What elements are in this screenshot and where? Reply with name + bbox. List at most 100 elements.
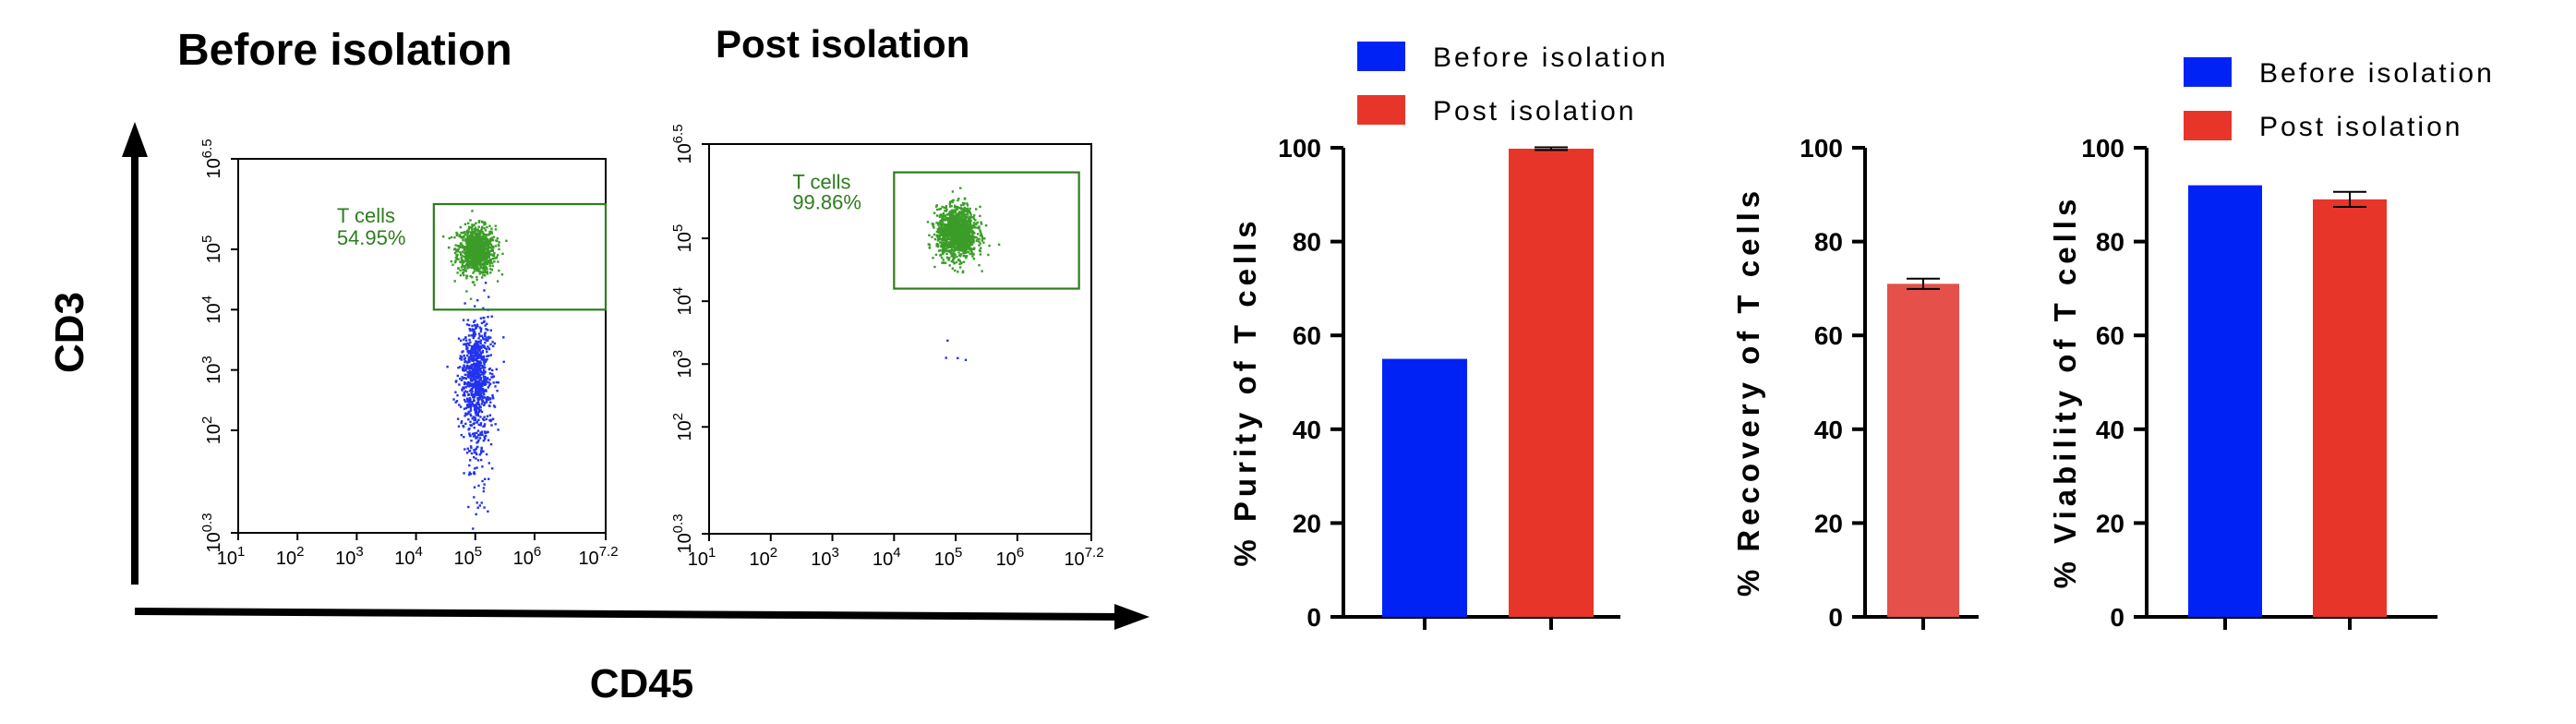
tcell-event [926, 221, 930, 223]
tcell-event [942, 261, 945, 264]
tcell-event [482, 232, 485, 235]
tcell-event [498, 241, 500, 244]
tcell-event [936, 228, 939, 231]
tcell-event [493, 260, 496, 263]
tcell-event [953, 236, 956, 240]
non-tcell-event [484, 342, 487, 344]
tcell-event [467, 230, 470, 234]
tcell-event [485, 260, 488, 263]
non-tcell-event [463, 338, 465, 341]
non-tcell-event [473, 343, 476, 346]
non-tcell-event [473, 385, 475, 388]
non-tcell-event [458, 383, 461, 386]
non-tcell-event [473, 486, 476, 489]
legend: Before isolation Post isolation [2184, 57, 2492, 142]
tcell-event [469, 236, 472, 239]
non-tcell-event [483, 316, 486, 320]
non-tcell-event [472, 352, 475, 355]
tcell-event [490, 253, 493, 256]
non-tcell-event [492, 344, 495, 347]
non-tcell-event [483, 423, 487, 426]
tcell-event [969, 242, 972, 245]
tcell-event [938, 227, 941, 231]
tcell-event [967, 223, 970, 226]
tcell-event [480, 259, 483, 262]
y-tick-label: 102 [199, 416, 224, 445]
tcell-event [947, 220, 950, 223]
non-tcell-event [462, 319, 465, 321]
tcell-event [473, 270, 476, 272]
tcell-event [957, 239, 960, 242]
tcell-event [964, 251, 967, 255]
tcell-event [953, 224, 957, 228]
tcell-event [465, 238, 468, 242]
non-tcell-event [484, 383, 487, 386]
non-tcell-event [483, 363, 486, 366]
non-tcell-event [488, 404, 491, 407]
tcell-event [454, 256, 457, 259]
non-tcell-event [471, 369, 474, 372]
tcell-event [472, 245, 475, 247]
tcell-event [970, 240, 973, 244]
x-axis-label-cd45: CD45 [590, 661, 694, 706]
tcell-event [935, 230, 939, 234]
tcell-event [471, 281, 475, 284]
non-tcell-event [475, 326, 477, 329]
tcell-event [484, 274, 487, 277]
non-tcell-event [480, 410, 484, 414]
non-tcell-event [474, 407, 476, 410]
non-tcell-event [477, 354, 481, 356]
non-tcell-event [467, 358, 470, 361]
tcell-event [934, 205, 938, 208]
tcell-event [468, 234, 472, 237]
non-tcell-event [461, 389, 463, 392]
tcell-event [940, 242, 943, 245]
non-tcell-event [470, 334, 473, 337]
tcell-event [936, 208, 939, 211]
non-tcell-event [473, 456, 475, 459]
tcell-event [964, 246, 967, 248]
tcell-event [956, 223, 959, 226]
x-tick-label: 106 [513, 544, 542, 569]
tcell-event [969, 215, 971, 219]
tcell-event [484, 242, 487, 245]
tcell-event [932, 224, 934, 228]
tcell-event [935, 204, 938, 207]
non-tcell-event [475, 364, 477, 367]
non-tcell-event [467, 376, 470, 379]
tcell-event [969, 228, 972, 231]
tcell-event [978, 226, 981, 230]
tcell-event [952, 242, 956, 245]
non-tcell-event [482, 365, 485, 368]
tcell-event [479, 233, 482, 235]
non-tcell-event [471, 403, 474, 405]
tcell-event [955, 219, 957, 223]
non-tcell-event [483, 345, 486, 348]
tcell-event [463, 233, 467, 236]
tcell-event [486, 234, 489, 236]
non-tcell-event [468, 385, 471, 388]
tcell-event [475, 263, 478, 266]
non-tcell-event [476, 429, 480, 432]
tcell-event [483, 252, 486, 256]
tcell-event [966, 228, 969, 232]
non-tcell-event [466, 398, 469, 401]
non-tcell-event [488, 384, 491, 387]
tcell-event [957, 198, 960, 200]
tcell-event [470, 251, 474, 254]
non-tcell-event [470, 344, 474, 348]
tcell-event [962, 227, 966, 230]
non-tcell-event [487, 316, 489, 319]
tcell-event [482, 251, 485, 254]
tcell-event [457, 267, 460, 270]
tcell-event [462, 250, 464, 253]
tcell-event [979, 229, 981, 232]
y-tick-label: 60 [2096, 321, 2125, 350]
non-tcell-event [464, 406, 468, 410]
tcell-event [953, 220, 957, 223]
tcell-event [477, 268, 480, 271]
non-tcell-event [484, 430, 487, 433]
tcell-event [949, 252, 953, 255]
tcell-event [948, 257, 951, 259]
tcell-event [957, 221, 961, 223]
